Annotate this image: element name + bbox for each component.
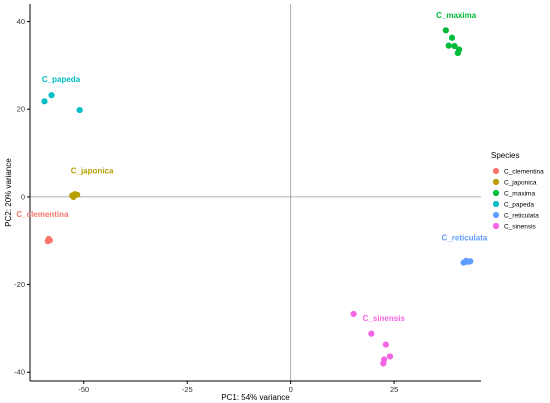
data-point-c-papeda — [41, 98, 48, 105]
data-point-c-reticulata — [467, 258, 474, 265]
y-axis-title: PC2: 20% variance — [4, 158, 13, 227]
cluster-label-c-sinensis: C_sinensis — [363, 314, 406, 323]
legend-title: Species — [491, 151, 519, 160]
data-point-c-maxima — [451, 42, 458, 50]
data-point-c-sinensis — [386, 353, 394, 360]
x-tick-label: -25 — [182, 385, 193, 394]
axes: -50 -25 0 25 -40 -20 0 20 40 PC1: 54% variance PC2… — [4, 4, 481, 402]
data-point-c-maxima — [454, 49, 461, 57]
data-point-c-japonica — [70, 193, 77, 200]
data-point-c-papeda — [48, 92, 55, 99]
data-point-c-maxima — [442, 27, 449, 34]
x-tick-label: -50 — [78, 385, 89, 394]
x-tick-label: 0 — [289, 385, 293, 394]
legend-label: C_clementina — [504, 168, 544, 175]
data-point-c-maxima — [448, 34, 456, 41]
legend-label: C_maxima — [504, 190, 535, 197]
cluster-labels: C_clementina C_japonica C_maxima C_papeda C_… — [16, 11, 488, 323]
legend-key-c-reticulata — [492, 211, 500, 219]
data-points — [41, 27, 474, 367]
data-point-c-sinensis — [382, 341, 389, 348]
data-point-c-maxima — [445, 42, 452, 49]
legend-key-c-clementina — [492, 167, 500, 175]
reference-lines — [30, 4, 481, 381]
cluster-label-c-maxima: C_maxima — [436, 11, 477, 20]
legend-key-c-papeda — [492, 200, 500, 208]
legend-key-c-maxima — [492, 189, 500, 197]
y-tick-label: 40 — [17, 17, 25, 26]
legend-label: C_sinensis — [504, 223, 537, 230]
legend-label: C_japonica — [504, 179, 537, 186]
data-point-c-sinensis — [350, 310, 357, 318]
legend-key-c-sinensis — [492, 222, 500, 230]
y-tick-label: 0 — [21, 192, 25, 201]
y-tick-label: 20 — [17, 105, 25, 114]
legend-label: C_papeda — [504, 201, 534, 208]
cluster-label-c-papeda: C_papeda — [42, 75, 81, 84]
data-point-c-papeda — [76, 106, 83, 114]
data-point-c-sinensis — [380, 360, 387, 367]
x-tick-label: 25 — [390, 385, 398, 394]
data-point-c-clementina — [44, 238, 51, 245]
legend: Species C_clementina C_japonica C_maxima C_p… — [491, 151, 544, 230]
y-tick-label: -40 — [14, 368, 25, 377]
legend-key-c-japonica — [492, 178, 500, 186]
cluster-label-c-reticulata: C_reticulata — [442, 234, 488, 243]
legend-label: C_reticulata — [504, 212, 539, 219]
data-point-c-sinensis — [368, 330, 375, 337]
cluster-label-c-clementina: C_clementina — [16, 210, 69, 219]
y-tick-label: -20 — [14, 280, 25, 289]
x-axis-title: PC1: 54% variance — [221, 393, 290, 402]
cluster-label-c-japonica: C_japonica — [71, 167, 114, 176]
